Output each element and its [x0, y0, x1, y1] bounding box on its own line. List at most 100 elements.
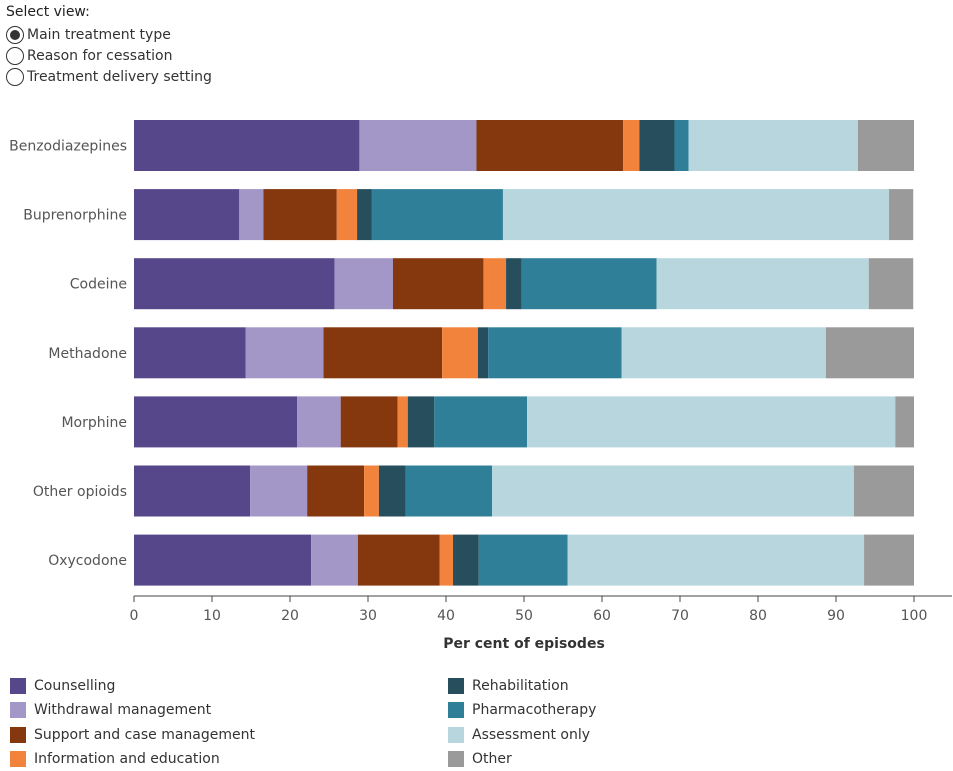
bar-segment — [134, 258, 335, 310]
legend-label: Rehabilitation — [472, 678, 569, 695]
bar-segment — [134, 189, 240, 241]
x-tick-label: 80 — [749, 608, 767, 624]
bar-segment — [134, 396, 298, 448]
bar-segment — [442, 327, 478, 379]
legend-swatch — [10, 678, 26, 695]
bar-segment — [405, 465, 493, 517]
bar-segment — [488, 327, 622, 379]
category-label: Buprenorphine — [23, 208, 127, 224]
x-tick-label: 30 — [359, 608, 377, 624]
radio-treatment-delivery-setting[interactable]: Treatment delivery setting — [6, 66, 212, 87]
bar-segment — [521, 258, 657, 310]
x-axis-label: Per cent of episodes — [443, 636, 605, 652]
bar-segment — [453, 534, 479, 586]
bar-segment — [263, 189, 337, 241]
legend-item-support-case-management: Support and case management — [10, 723, 255, 747]
legend-swatch — [448, 751, 464, 768]
bar-segment — [245, 327, 324, 379]
bar-segment — [889, 189, 914, 241]
bar-segment — [439, 534, 454, 586]
bar-segment — [134, 534, 312, 586]
x-tick-label: 20 — [281, 608, 299, 624]
bar-segment — [656, 258, 869, 310]
category-label: Oxycodone — [48, 553, 127, 569]
bar-segment — [476, 120, 624, 171]
stacked-bar-chart: Benzodiazepines Buprenorphine Codeine Metha… — [9, 120, 952, 652]
legend-label: Support and case management — [34, 726, 255, 743]
bar-segment — [621, 327, 826, 379]
bar-segment — [483, 258, 507, 310]
legend-label: Information and education — [34, 751, 220, 768]
bar-segment — [502, 189, 890, 241]
category-label: Morphine — [61, 415, 127, 431]
category-label: Other opioids — [33, 484, 127, 500]
legend-label: Counselling — [34, 678, 116, 695]
bar-segment — [492, 465, 854, 517]
legend-left: Counselling Withdrawal management Suppor… — [10, 674, 255, 771]
radio-button[interactable] — [6, 25, 24, 44]
legend-item-other: Other — [448, 747, 596, 771]
radio-reason-for-cessation[interactable]: Reason for cessation — [6, 45, 212, 66]
legend-swatch — [448, 678, 464, 695]
bar-segment — [478, 534, 568, 586]
legend-item-assessment-only: Assessment only — [448, 723, 596, 747]
legend-right: Rehabilitation Pharmacotherapy Assessmen… — [448, 674, 596, 771]
radio-button[interactable] — [6, 46, 24, 65]
bar-segment — [334, 258, 393, 310]
bar-segment — [477, 327, 489, 379]
legend-item-rehabilitation: Rehabilitation — [448, 674, 596, 698]
bar-segment — [250, 465, 308, 517]
bar-segment — [864, 534, 914, 586]
radio-main-treatment-type[interactable]: Main treatment type — [6, 24, 212, 45]
bar-segment — [688, 120, 858, 171]
bar-segment — [623, 120, 640, 171]
view-selector-title: Select view: — [6, 4, 90, 20]
legend-label: Assessment only — [472, 726, 591, 743]
legend-item-information-education: Information and education — [10, 747, 255, 771]
bar-segment — [567, 534, 865, 586]
bar-segment — [134, 120, 360, 171]
radio-selected-dot — [10, 29, 20, 40]
bar-segment — [895, 396, 914, 448]
bar-segment — [364, 465, 379, 517]
legend-label: Other — [472, 751, 512, 768]
radio-button[interactable] — [6, 67, 24, 86]
category-label: Methadone — [48, 346, 127, 362]
bar-segment — [239, 189, 264, 241]
x-tick-label: 70 — [671, 608, 689, 624]
bar-segment — [853, 465, 914, 517]
view-selector: Select view: Main treatment type Reason … — [6, 4, 212, 87]
bar-segment — [506, 258, 522, 310]
bar-segment — [397, 396, 408, 448]
legend-label: Withdrawal management — [34, 702, 212, 719]
radio-label: Treatment delivery setting — [27, 68, 212, 85]
bar-segment — [357, 189, 372, 241]
legend-swatch — [10, 726, 26, 743]
bar-segment — [340, 396, 398, 448]
legend-item-withdrawal-management: Withdrawal management — [10, 698, 255, 722]
bar-segment — [434, 396, 528, 448]
legend-swatch — [448, 702, 464, 719]
bar-segment — [639, 120, 675, 171]
bar-segment — [359, 120, 477, 171]
x-tick-label: 100 — [901, 608, 928, 624]
x-tick-label: 0 — [130, 608, 139, 624]
bar-segment — [134, 465, 251, 517]
bar-segment — [134, 327, 246, 379]
x-tick-label: 50 — [515, 608, 533, 624]
bar-segment — [371, 189, 503, 241]
bar-segment — [857, 120, 914, 171]
x-tick-label: 40 — [437, 608, 455, 624]
legend-item-counselling: Counselling — [10, 674, 255, 698]
bar-segment — [868, 258, 914, 310]
bar-segment — [378, 465, 406, 517]
bar-segment — [323, 327, 443, 379]
legend-label: Pharmacotherapy — [472, 702, 597, 719]
bar-segment — [825, 327, 914, 379]
category-label: Benzodiazepines — [9, 139, 127, 155]
legend-swatch — [10, 751, 26, 768]
bar-segment — [527, 396, 896, 448]
legend-swatch — [10, 702, 26, 719]
radio-label: Reason for cessation — [27, 47, 173, 64]
radio-label: Main treatment type — [27, 26, 171, 43]
